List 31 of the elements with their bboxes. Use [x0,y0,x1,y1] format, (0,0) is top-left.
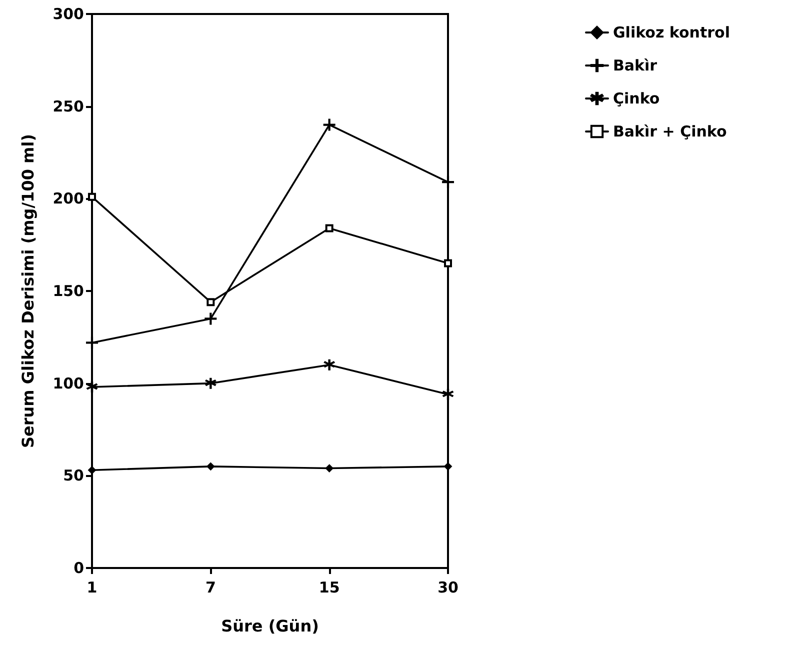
x-tick-label: 1 [86,578,98,596]
legend-label: Glikoz kontrol [613,24,730,42]
y-axis-title: Serum Glikoz Derisimi (mg/100 ml) [18,134,38,448]
y-tick-label: 300 [52,5,84,23]
y-tick-label: 100 [52,374,84,392]
y-tick-label: 50 [63,466,84,485]
y-tick-label: 200 [52,190,84,208]
x-tick-label: 15 [318,578,340,596]
point [325,224,334,232]
point [323,118,336,131]
legend-label: Bakìr [613,56,658,74]
point [444,259,452,268]
point [86,336,98,349]
point [205,378,216,389]
point [444,462,452,470]
point [442,176,454,188]
x-axis-title: Süre (Gün) [221,616,319,636]
y-tick-label: 150 [52,282,84,300]
point [442,388,454,400]
legend-label: Çinko [613,90,660,108]
x-tick-label: 30 [438,578,458,596]
x-tick-label: 7 [205,578,216,596]
y-tick-label: 0 [74,559,84,577]
legend-label: Bakìr + Çinko [613,122,727,140]
point [204,312,217,325]
point [206,462,215,470]
point [206,298,215,306]
point [88,466,96,474]
point [324,359,335,370]
y-tick-label: 250 [52,97,84,116]
point [325,464,334,472]
